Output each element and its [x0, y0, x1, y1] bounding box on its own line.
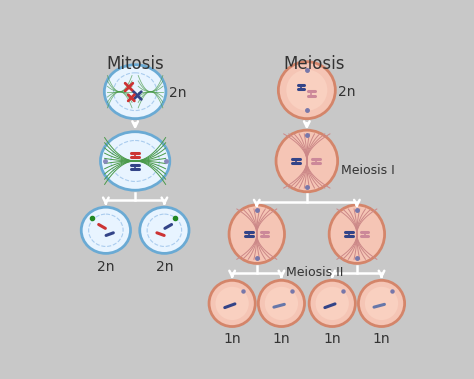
Text: Meiosis II: Meiosis II: [286, 266, 343, 279]
Text: 1n: 1n: [223, 332, 241, 346]
Text: Mitosis: Mitosis: [106, 55, 164, 73]
Ellipse shape: [216, 287, 249, 320]
Text: 1n: 1n: [323, 332, 341, 346]
Text: 1n: 1n: [273, 332, 290, 346]
Text: 2n: 2n: [155, 260, 173, 274]
Text: 1n: 1n: [373, 332, 390, 346]
Ellipse shape: [276, 130, 337, 192]
Ellipse shape: [265, 287, 298, 320]
Text: 2n: 2n: [338, 85, 356, 99]
Ellipse shape: [100, 132, 170, 190]
Text: Meiosis: Meiosis: [284, 55, 345, 73]
Ellipse shape: [258, 280, 304, 327]
Ellipse shape: [286, 70, 328, 111]
Ellipse shape: [209, 280, 255, 327]
Ellipse shape: [358, 280, 405, 327]
Ellipse shape: [316, 287, 349, 320]
Ellipse shape: [329, 205, 384, 263]
Text: 2n: 2n: [169, 86, 186, 100]
Ellipse shape: [309, 280, 356, 327]
Ellipse shape: [278, 62, 335, 119]
Ellipse shape: [81, 207, 130, 254]
Ellipse shape: [140, 207, 189, 254]
Text: Meiosis I: Meiosis I: [341, 164, 394, 177]
Ellipse shape: [229, 205, 284, 263]
Ellipse shape: [365, 287, 398, 320]
Ellipse shape: [104, 65, 166, 119]
Text: 2n: 2n: [97, 260, 115, 274]
